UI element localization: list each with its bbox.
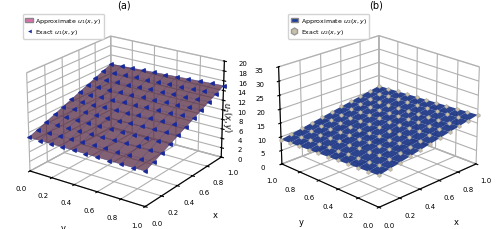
Legend: Approximate $u_1(x,y)$, Exact $u_1(x,y)$: Approximate $u_1(x,y)$, Exact $u_1(x,y)$ [23, 15, 104, 40]
Y-axis label: y: y [299, 217, 304, 226]
Title: (b): (b) [369, 1, 383, 11]
Title: (a): (a) [117, 1, 131, 11]
X-axis label: x: x [454, 217, 459, 226]
X-axis label: y: y [61, 223, 66, 229]
Y-axis label: x: x [213, 210, 218, 219]
Legend: Approximate $u_2(x,y)$, Exact $u_2(x,y)$: Approximate $u_2(x,y)$, Exact $u_2(x,y)$ [288, 15, 369, 40]
